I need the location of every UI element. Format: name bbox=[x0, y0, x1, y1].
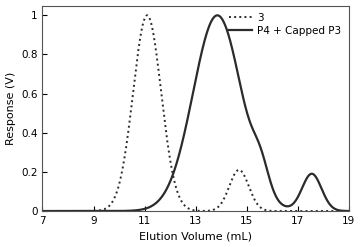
P4 + Capped P3 bbox=[215, 14, 219, 17]
3 bbox=[75, 209, 79, 212]
Y-axis label: Response (V): Response (V) bbox=[5, 72, 16, 145]
X-axis label: Elution Volume (mL): Elution Volume (mL) bbox=[139, 231, 252, 242]
3 bbox=[40, 209, 45, 212]
P4 + Capped P3 bbox=[93, 209, 98, 212]
3 bbox=[308, 209, 312, 212]
P4 + Capped P3 bbox=[75, 209, 79, 212]
P4 + Capped P3 bbox=[171, 172, 175, 175]
P4 + Capped P3 bbox=[308, 173, 312, 176]
P4 + Capped P3 bbox=[341, 209, 345, 212]
Line: P4 + Capped P3: P4 + Capped P3 bbox=[43, 15, 349, 211]
3 bbox=[158, 81, 162, 84]
Legend: 3, P4 + Capped P3: 3, P4 + Capped P3 bbox=[227, 11, 344, 38]
P4 + Capped P3 bbox=[347, 209, 351, 212]
Line: 3: 3 bbox=[43, 15, 349, 211]
3 bbox=[171, 175, 175, 178]
3 bbox=[93, 209, 98, 212]
P4 + Capped P3 bbox=[158, 198, 162, 201]
3 bbox=[347, 209, 351, 212]
P4 + Capped P3 bbox=[40, 209, 45, 212]
3 bbox=[341, 209, 345, 212]
3 bbox=[145, 14, 149, 17]
